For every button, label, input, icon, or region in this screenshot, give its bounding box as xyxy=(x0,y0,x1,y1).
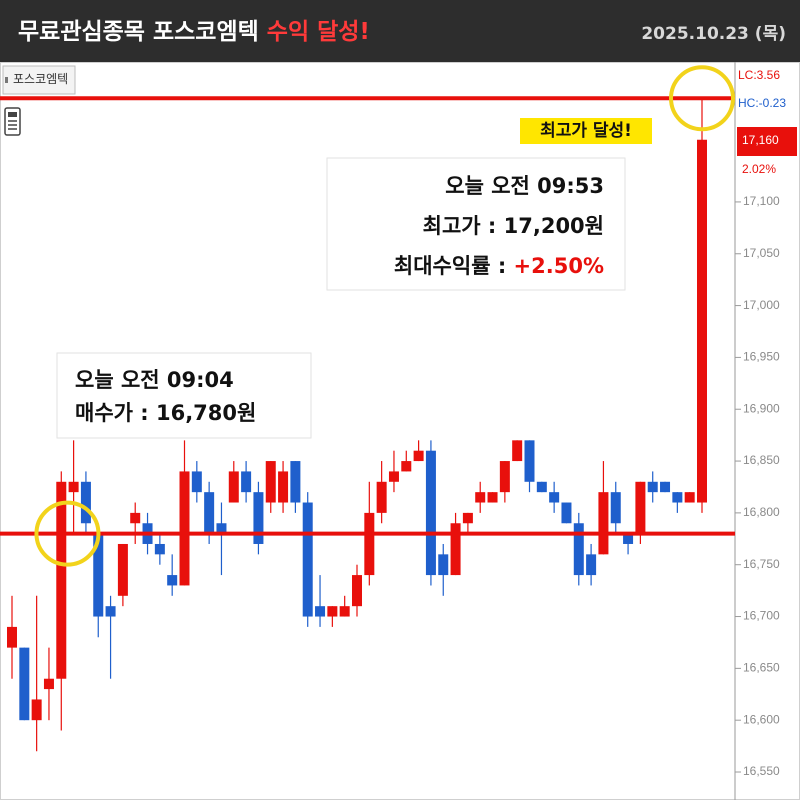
candle-body xyxy=(19,647,30,721)
y-tick-label: 16,800 xyxy=(743,505,780,519)
badge-bg xyxy=(520,118,652,144)
change-label: 2.02% xyxy=(742,162,776,176)
candle-body xyxy=(352,575,362,607)
price-tag xyxy=(737,127,797,156)
y-tick-label: 16,600 xyxy=(743,712,780,726)
candle-body xyxy=(623,533,634,544)
y-tick-label: 17,100 xyxy=(743,194,780,208)
candle-body xyxy=(610,492,621,524)
y-tick-label: 16,550 xyxy=(743,764,780,778)
candle-body xyxy=(93,533,104,617)
candle-body xyxy=(438,554,449,576)
buy-time: 오늘 오전 09:04 xyxy=(75,368,234,392)
candle-body xyxy=(462,512,473,524)
candle-body xyxy=(31,699,42,721)
candle-body xyxy=(499,461,510,493)
header-bar xyxy=(0,0,800,62)
calc-icon xyxy=(4,107,21,136)
candle-body xyxy=(561,502,572,524)
candle-body xyxy=(228,471,239,503)
candle-body xyxy=(339,606,350,617)
candle-body xyxy=(191,471,202,493)
candle-body xyxy=(586,554,597,576)
candle-body xyxy=(105,606,116,617)
y-tick-label: 16,650 xyxy=(743,661,780,675)
candle-body xyxy=(487,492,498,503)
candle-body xyxy=(388,471,399,482)
candle-body xyxy=(7,626,17,648)
candle-body xyxy=(315,606,326,617)
highlight-circle xyxy=(34,500,101,567)
candle-body xyxy=(364,512,375,576)
candle-body xyxy=(672,492,683,503)
return-label: 최대수익률 : xyxy=(394,254,514,278)
candle-body xyxy=(413,450,424,462)
candle-body xyxy=(549,492,560,503)
candle-body xyxy=(376,481,387,513)
peak-return: 최대수익률 : +2.50% xyxy=(394,254,604,278)
candle-body xyxy=(512,440,523,462)
candle-body xyxy=(697,139,707,503)
lc-label: LC:3.56 xyxy=(738,68,780,82)
candle-body xyxy=(647,481,658,493)
title-highlight: 수익 달성! xyxy=(267,19,370,45)
candle-body xyxy=(130,512,141,524)
candle-body xyxy=(327,606,338,617)
legend-label: 포스코엠텍 xyxy=(13,72,68,86)
peak-price: 최고가 : 17,200원 xyxy=(423,214,604,238)
title-main: 무료관심종목 포스코엠텍 xyxy=(18,19,259,45)
candle-body xyxy=(290,461,301,503)
candle-body xyxy=(573,523,584,576)
y-tick-label: 16,900 xyxy=(743,401,780,415)
peak-time: 오늘 오전 09:53 xyxy=(445,174,604,198)
return-value: +2.50% xyxy=(514,254,604,278)
candle-body xyxy=(265,461,276,503)
candle-body xyxy=(43,678,54,690)
buy-price: 매수가 : 16,780원 xyxy=(75,401,256,425)
buy-annotation-box xyxy=(56,352,312,439)
y-tick-label: 17,050 xyxy=(743,246,780,260)
legend-handle xyxy=(5,77,8,83)
candle-body xyxy=(167,575,178,586)
candle-body xyxy=(154,543,165,555)
candle-body xyxy=(216,523,227,534)
candle-body xyxy=(401,461,412,472)
header-title: 무료관심종목 포스코엠텍 수익 달성! xyxy=(18,19,370,45)
candle-body xyxy=(524,440,535,482)
candle-body xyxy=(684,492,695,503)
candle-body xyxy=(635,481,646,534)
candle-body xyxy=(302,502,313,617)
candle-body xyxy=(179,471,190,586)
y-tick-label: 16,850 xyxy=(743,453,780,467)
candle-body xyxy=(475,492,486,503)
candle-body xyxy=(598,492,609,555)
badge: 최고가 달성! xyxy=(540,120,632,141)
y-tick-label: 17,000 xyxy=(743,298,780,312)
candle-body xyxy=(117,543,128,596)
hc-label: HC:-0.23 xyxy=(738,96,786,110)
peak-annotation-box xyxy=(326,157,626,291)
highlight-circle xyxy=(669,65,735,132)
candle-body xyxy=(425,450,436,576)
candle-body xyxy=(241,471,252,493)
candle-body xyxy=(536,481,547,493)
y-tick-label: 16,700 xyxy=(743,609,780,623)
candle-body xyxy=(68,481,79,493)
legend-box xyxy=(2,65,76,95)
y-tick-label: 16,750 xyxy=(743,557,780,571)
price-label: 17,160 xyxy=(742,133,779,147)
candle-body xyxy=(204,492,215,534)
y-tick-label: 16,950 xyxy=(743,350,780,364)
header-date: 2025.10.23 (목) xyxy=(641,24,786,44)
candle-body xyxy=(253,492,264,544)
candle-body xyxy=(80,481,91,524)
candle-body xyxy=(56,481,67,679)
candle-body xyxy=(450,523,461,576)
candle-body xyxy=(660,481,671,493)
candle-body xyxy=(278,471,289,503)
